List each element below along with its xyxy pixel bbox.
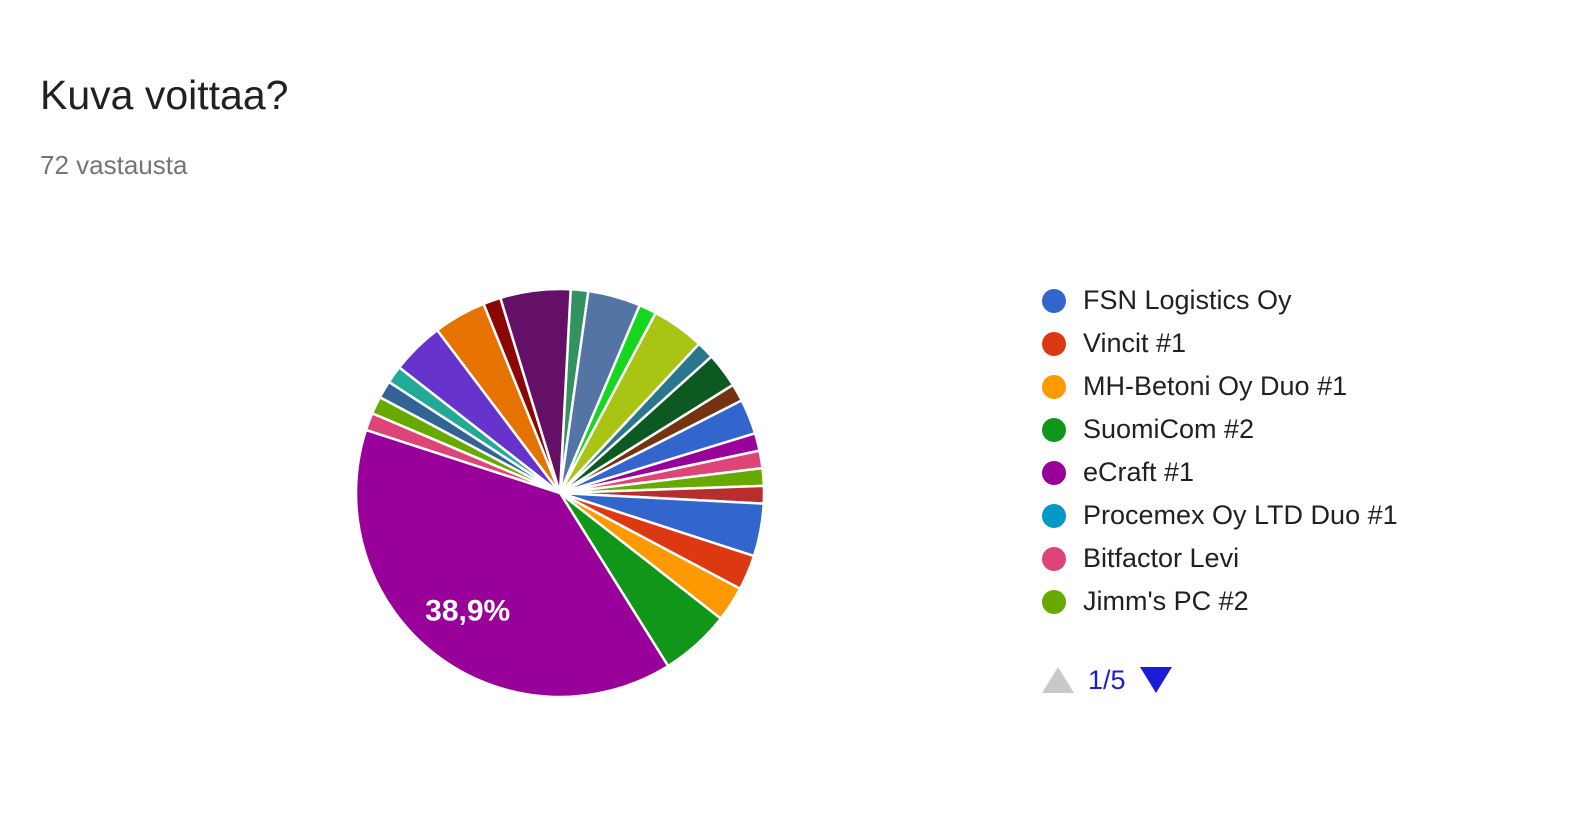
legend-color-dot — [1042, 331, 1066, 356]
legend-item: Procemex Oy LTD Duo #1 — [1042, 494, 1398, 537]
legend-item: Jimm's PC #2 — [1042, 580, 1398, 623]
legend-color-dot — [1042, 503, 1066, 528]
legend-item: MH-Betoni Oy Duo #1 — [1042, 365, 1398, 408]
legend-item-label: Jimm's PC #2 — [1083, 586, 1249, 616]
legend-item-label: eCraft #1 — [1083, 457, 1195, 487]
question-title: Kuva voittaa? — [40, 72, 289, 118]
legend-item-label: Bitfactor Levi — [1083, 543, 1240, 573]
legend-next-button[interactable] — [1139, 667, 1172, 693]
legend-prev-button[interactable] — [1042, 667, 1074, 693]
legend-page-indicator: 1/5 — [1088, 664, 1126, 695]
legend-color-dot — [1042, 417, 1066, 442]
legend-pagination: 1/5 — [1042, 664, 1172, 696]
legend-color-dot — [1042, 589, 1066, 614]
legend-color-dot — [1042, 374, 1066, 399]
legend-color-dot — [1042, 546, 1066, 571]
legend-item: SuomiCom #2 — [1042, 408, 1398, 451]
pie-slice-ecraft-1[interactable] — [354, 428, 670, 699]
legend-color-dot — [1042, 460, 1066, 485]
chart-legend: FSN Logistics Oy Vincit #1 MH-Betoni Oy Du… — [1042, 279, 1398, 623]
legend-item: eCraft #1 — [1042, 451, 1398, 494]
legend-item-label: MH-Betoni Oy Duo #1 — [1083, 371, 1348, 401]
pie-chart: 38,9% — [354, 287, 766, 699]
legend-item-label: FSN Logistics Oy — [1083, 285, 1292, 315]
pie-slice-percent-label: 38,9% — [425, 595, 510, 628]
legend-item-label: Vincit #1 — [1083, 328, 1187, 358]
legend-item: Bitfactor Levi — [1042, 537, 1398, 580]
legend-color-dot — [1042, 288, 1066, 313]
legend-item: Vincit #1 — [1042, 322, 1398, 365]
legend-item-label: Procemex Oy LTD Duo #1 — [1083, 500, 1398, 530]
response-count: 72 vastausta — [40, 150, 188, 180]
pie-slice[interactable] — [498, 287, 572, 494]
legend-item-label: SuomiCom #2 — [1083, 414, 1255, 444]
legend-item: FSN Logistics Oy — [1042, 279, 1398, 322]
